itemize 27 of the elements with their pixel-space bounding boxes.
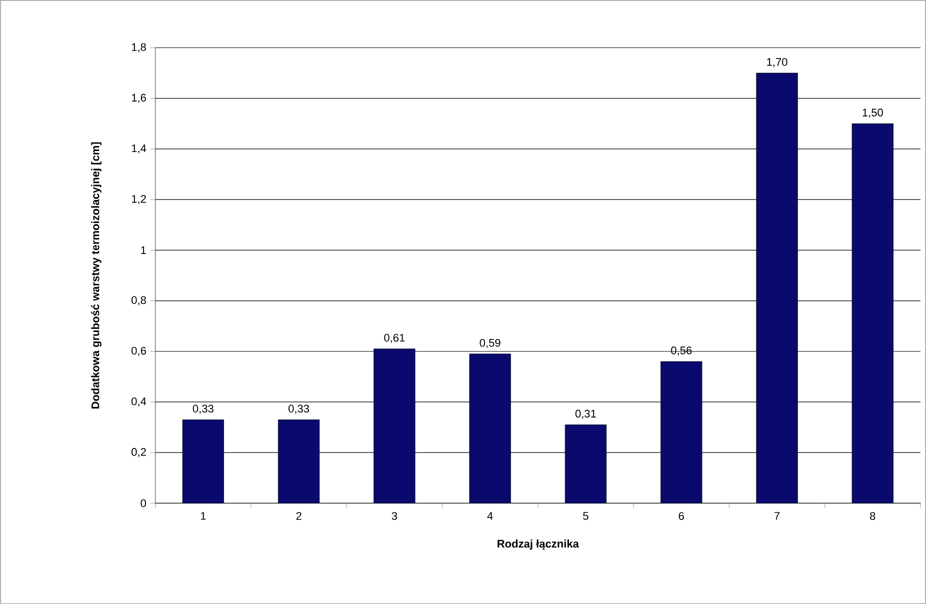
x-tick-label: 8 <box>870 512 876 520</box>
x-axis-title: Rodzaj łącznika <box>498 539 579 550</box>
data-label: 0,59 <box>480 338 500 348</box>
data-label: 0,33 <box>288 404 310 414</box>
data-label: 0,31 <box>575 410 596 419</box>
x-tick-label: 7 <box>774 512 780 520</box>
y-tick-label: 1 <box>141 246 146 254</box>
x-tick-label: 1 <box>200 512 206 520</box>
y-tick-label: 0 <box>140 499 146 507</box>
x-tick-label: 5 <box>583 512 588 520</box>
y-tick-label: 1,2 <box>132 194 146 204</box>
y-tick-label: 0,4 <box>132 397 146 406</box>
data-label: 1,70 <box>767 58 788 68</box>
y-tick-label: 1,6 <box>132 94 146 103</box>
y-tick-label: 1,4 <box>132 144 146 154</box>
y-tick-label: 0,2 <box>132 448 146 458</box>
x-tick-label: 6 <box>678 512 684 520</box>
data-label: 0,33 <box>192 404 214 414</box>
x-tick-label: 3 <box>392 512 398 520</box>
x-tick-label: 2 <box>296 512 302 520</box>
y-tick-label: 1,8 <box>132 43 146 52</box>
y-axis-title: Dodatkowa grubość warstwy termoizolacyjnej [cm] <box>91 142 102 408</box>
x-tick-label: 4 <box>487 512 493 520</box>
data-label: 0,61 <box>384 334 405 343</box>
data-label: 1,50 <box>862 108 883 118</box>
y-tick-label: 0,6 <box>132 346 146 356</box>
y-tick-label: 0,8 <box>132 296 146 306</box>
